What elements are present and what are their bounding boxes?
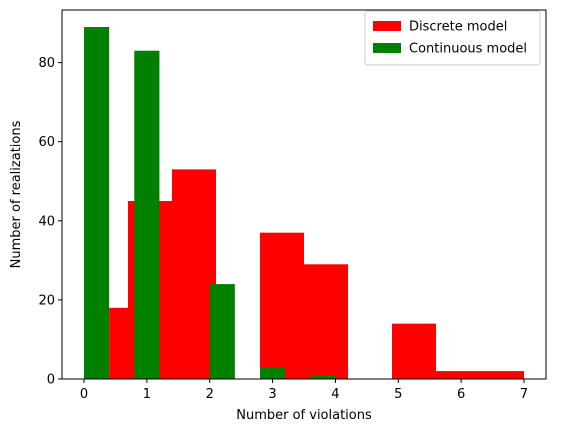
- bars-group: [84, 27, 524, 380]
- x-tick-label: 2: [206, 387, 214, 402]
- x-tick-label: 1: [143, 387, 151, 402]
- histogram-bar-s1-b7: [260, 367, 286, 379]
- histogram-bar-s1-b2: [134, 50, 160, 380]
- x-tick-label: 6: [457, 387, 465, 402]
- legend-swatch: [373, 21, 401, 31]
- histogram-bar-s0-b5: [304, 264, 348, 379]
- histogram-bar-s1-b5: [209, 284, 235, 379]
- x-tick-label: 0: [80, 387, 88, 402]
- plot-frame: [61, 9, 547, 380]
- y-axis-ticks: 0 20 40 60 80: [38, 56, 62, 388]
- y-tick-label: 0: [47, 373, 55, 388]
- x-axis-title: Number of violations: [236, 408, 372, 423]
- x-tick-label: 3: [268, 387, 276, 402]
- y-axis-title: Number of realizations: [9, 120, 24, 268]
- legend-label: Discrete model: [409, 20, 507, 35]
- x-tick-label: 7: [520, 387, 528, 402]
- legend-frame: [364, 10, 541, 66]
- y-tick-label: 40: [38, 214, 55, 229]
- histogram-bar-s0-b9: [480, 371, 524, 379]
- histogram-bar-s2-b0: [109, 307, 128, 379]
- x-tick-label: 4: [331, 387, 339, 402]
- y-tick-label: 60: [38, 135, 55, 150]
- x-axis-ticks: 0 1 2 3 4 5 6 7: [80, 379, 528, 402]
- y-tick-label: 80: [38, 56, 55, 71]
- histogram-bar-s1-b9: [310, 375, 336, 379]
- histogram-bar-s0-b7: [392, 323, 436, 379]
- legend-swatch: [373, 43, 401, 53]
- histogram-bar-s0-b2: [172, 169, 216, 379]
- histogram-bar-s0-b8: [436, 371, 480, 379]
- legend-label: Continuous model: [409, 42, 527, 57]
- y-tick-label: 20: [38, 293, 55, 308]
- legend: Discrete model Continuous model: [364, 10, 541, 66]
- histogram-bar-s0-b4: [260, 232, 304, 379]
- histogram-bar-s1-b0: [84, 27, 110, 379]
- x-tick-label: 5: [394, 387, 402, 402]
